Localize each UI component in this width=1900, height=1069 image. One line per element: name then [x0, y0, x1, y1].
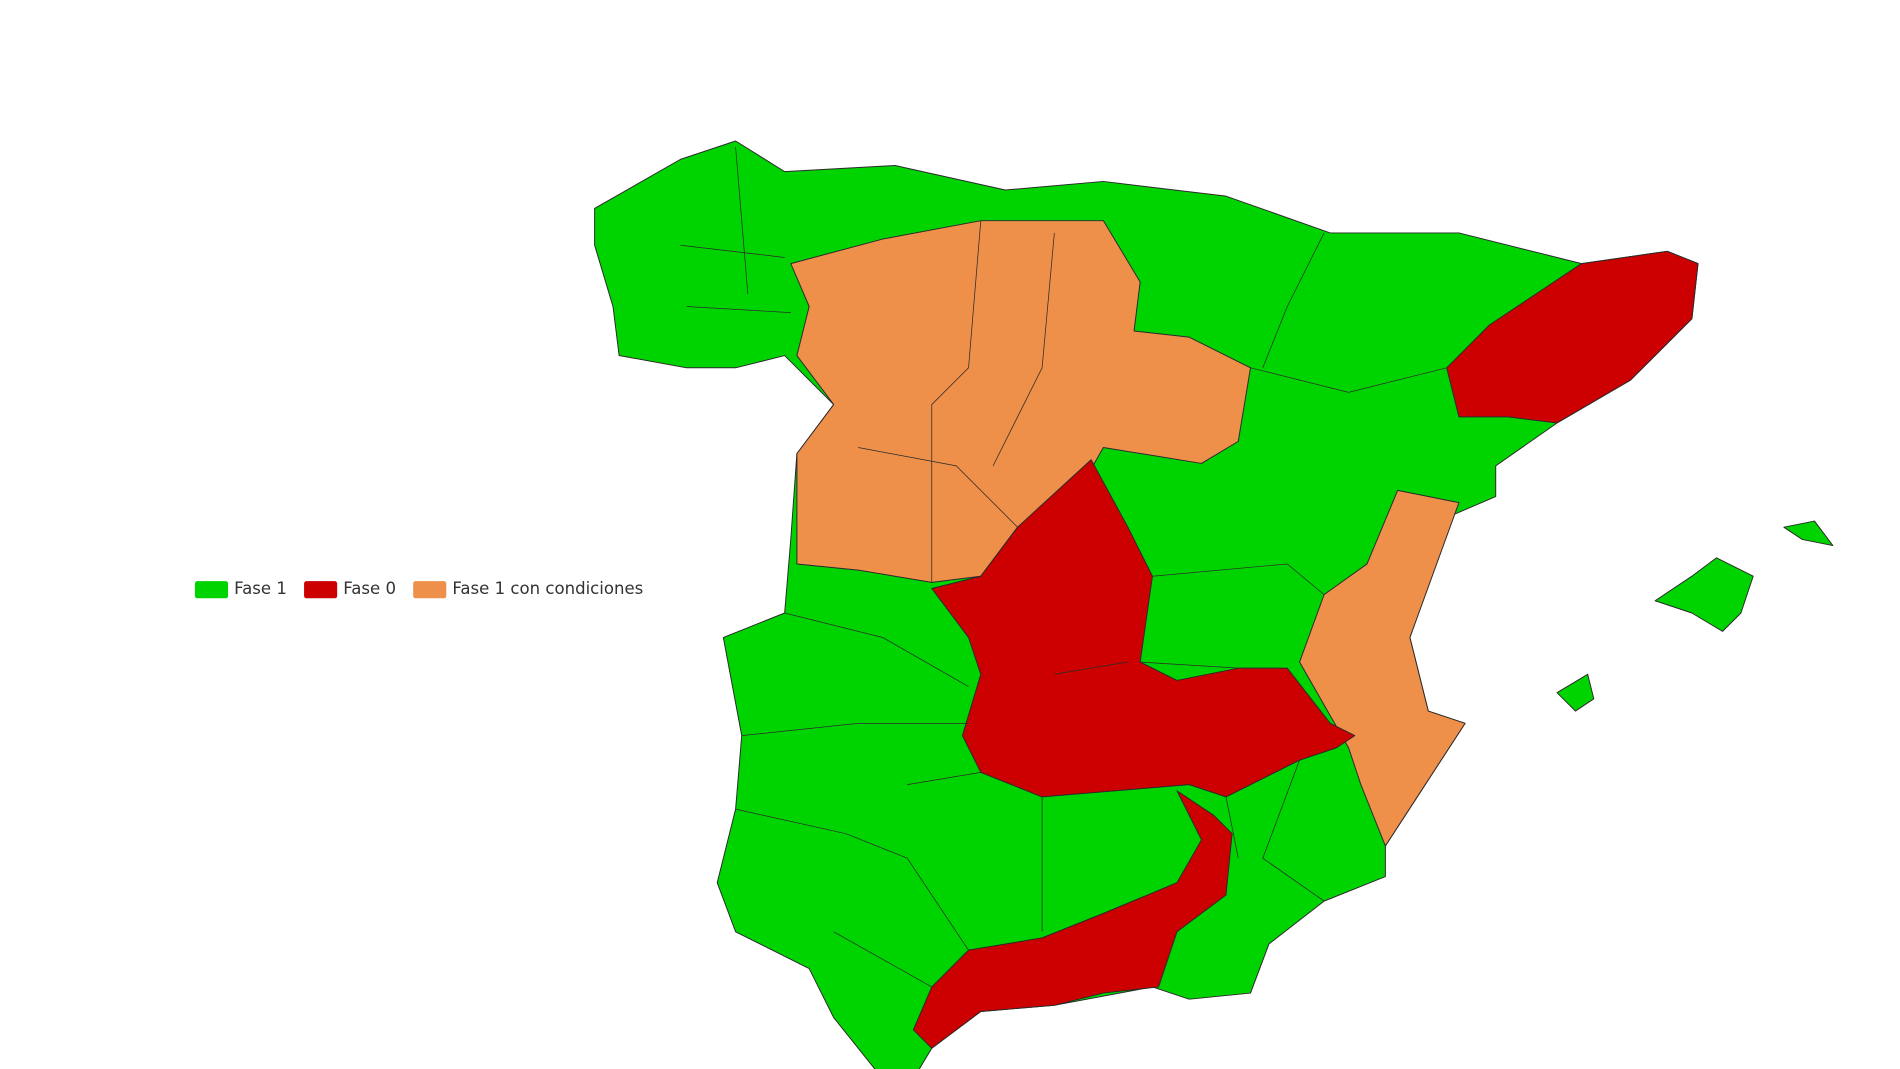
map: Fase 1 Fase 0 Fase 1 con condiciones [194, 140, 1834, 1069]
legend-label: Fase 0 [343, 579, 396, 598]
legend-swatch [413, 581, 447, 599]
province-borders [680, 147, 1447, 988]
legend-label: Fase 1 [234, 579, 287, 598]
menorca [1783, 520, 1834, 547]
valencia [1299, 489, 1466, 847]
legend-swatch [194, 581, 229, 599]
legend-label: Fase 1 con condiciones [452, 579, 643, 598]
legend-swatch [304, 581, 338, 599]
cataluna [1446, 250, 1699, 424]
mallorca [1654, 557, 1754, 632]
andalucia-east [912, 790, 1233, 1049]
ibiza [1556, 673, 1595, 712]
